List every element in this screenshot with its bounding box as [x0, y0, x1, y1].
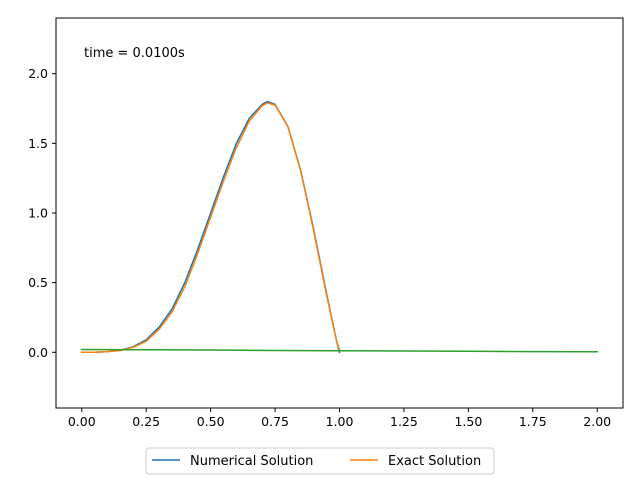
- series-lines: [81, 100, 598, 354]
- x-tick-label: 1.00: [326, 414, 354, 429]
- x-tick-label: 0.75: [261, 414, 289, 429]
- y-tick-label: 1.0: [28, 206, 48, 221]
- x-tick-label: 1.25: [390, 414, 418, 429]
- x-tick-label: 1.75: [519, 414, 547, 429]
- x-tick-label: 1.50: [454, 414, 482, 429]
- legend-label-numerical: Numerical Solution: [190, 454, 313, 469]
- y-axis-ticks: 0.0 0.5 1.0 1.5 2.0: [28, 66, 56, 360]
- legend-label-exact: Exact Solution: [388, 454, 481, 469]
- y-tick-label: 0.0: [28, 345, 48, 360]
- legend: Numerical Solution Exact Solution: [145, 447, 495, 475]
- y-tick-label: 2.0: [28, 66, 48, 81]
- x-tick-label: 0.25: [132, 414, 160, 429]
- x-tick-label: 0.50: [197, 414, 225, 429]
- time-annotation: time = 0.0100s: [84, 46, 185, 61]
- plot-frame: [55, 17, 624, 409]
- series-line-green: [81, 348, 598, 353]
- x-tick-label: 2.00: [583, 414, 611, 429]
- x-axis-ticks: 0.00 0.25 0.50 0.75 1.00 1.25 1.50 1.75 2.00: [68, 408, 611, 429]
- legend-frame: [145, 447, 495, 475]
- x-tick-label: 0.00: [68, 414, 96, 429]
- y-tick-label: 1.5: [28, 136, 48, 151]
- y-tick-label: 0.5: [28, 275, 48, 290]
- series-line-exact: [81, 102, 341, 354]
